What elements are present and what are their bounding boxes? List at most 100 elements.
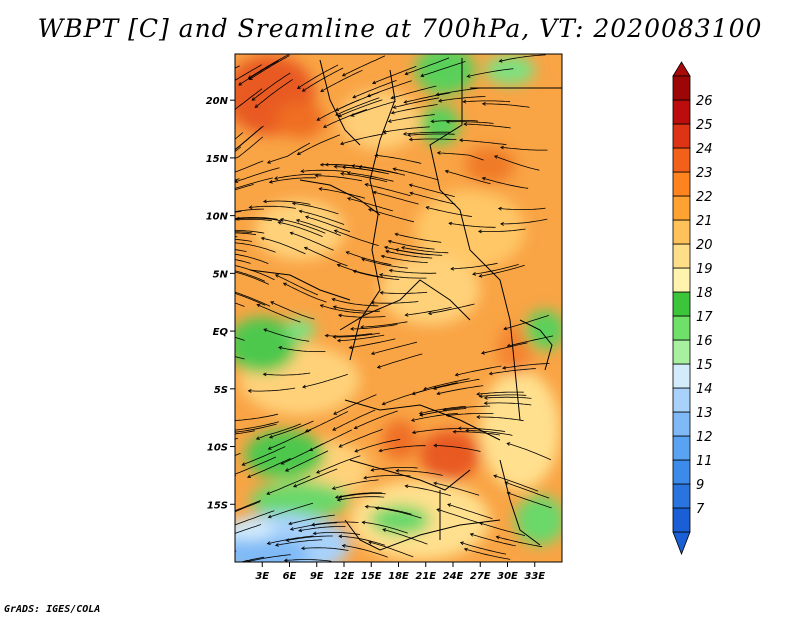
streamline [383,126,430,133]
streamline-arrow [498,58,503,63]
streamline [368,541,414,558]
streamline-arrow [385,249,390,254]
streamline [270,301,315,320]
streamline [431,120,479,122]
streamline [494,155,540,171]
streamline [235,336,245,341]
streamline [235,230,265,234]
streamline-arrow [346,171,351,175]
streamline [283,282,327,303]
colorbar-label: 21 [696,214,713,229]
streamline [332,298,379,307]
streamline-arrow [478,394,483,399]
colorbar-segment [672,123,691,149]
streamline [443,405,491,411]
streamline [235,524,262,534]
streamline [371,341,418,355]
streamline-arrow [392,167,397,172]
streamline-arrow [288,521,293,526]
streamline [367,80,412,97]
streamline [373,191,419,205]
streamline [301,547,349,551]
streamline-arrow [336,497,341,502]
streamline [311,521,359,526]
streamline [464,548,511,560]
streamline-arrow [445,119,450,124]
streamline-arrow [367,208,373,212]
streamline-arrow [352,269,357,274]
streamline-arrow [293,483,298,488]
colorbar-label: 25 [696,118,713,133]
streamline-arrow [506,442,511,446]
streamline-arrow [463,547,468,552]
lon-tick-label: 24E [443,571,464,582]
streamline-arrow [225,114,228,117]
streamline-arrow [394,248,400,252]
streamline [371,301,419,304]
lon-tick-label: 33E [524,571,545,582]
streamline-arrow [312,531,317,536]
streamline [235,253,269,264]
streamline [235,64,262,81]
streamline-arrow [200,166,203,169]
streamline [309,429,352,451]
streamline [340,133,387,145]
streamline [285,450,329,472]
streamline [333,306,380,312]
streamline-arrow [338,495,343,499]
streamline-arrow [427,311,432,316]
streamline [381,255,428,264]
streamline-arrow [217,515,220,518]
streamline-arrow [450,266,455,271]
streamline-arrow [476,415,480,419]
streamline-arrow [319,162,324,167]
streamline-arrow [220,176,223,179]
streamline [360,321,408,328]
streamline-arrow [332,427,337,431]
streamline [235,65,240,69]
colorbar: 7 9 11 12 13 14 15 16 17 18 19 20 21 22 23 24 25 26 [672,61,713,556]
streamline-arrow [361,257,366,262]
streamline [288,514,335,525]
streamline [423,378,470,390]
streamline-arrow [448,221,453,226]
streamline [340,173,388,183]
streamline [484,402,532,406]
streamline [239,556,265,562]
streamline-arrow [435,92,440,97]
streamline [302,67,344,92]
streamline-arrow [251,97,256,101]
streamline-arrow [278,346,283,350]
streamline-arrow [254,104,259,109]
streamline-arrow [255,436,260,440]
streamline [235,88,263,110]
streamline-arrow [221,85,224,88]
streamline [235,292,266,306]
streamline-arrow [457,426,462,431]
streamline-arrow [379,290,384,295]
streamline [235,184,254,191]
streamline [481,342,528,354]
streamline [419,408,467,416]
plot-title: WBPT [C] and Sreamline at 700hPa, VT: 20… [37,14,763,43]
streamline [323,109,368,128]
lon-tick-label: 21E [415,571,436,582]
streamline-arrow [341,165,346,170]
streamline-arrow [363,475,368,480]
streamline [484,396,532,399]
streamline-arrow [469,532,474,537]
streamline [280,218,326,234]
lat-tick-label: 10N [206,212,229,223]
streamline [235,430,255,435]
streamline [235,231,252,234]
streamline-arrow [410,418,415,422]
streamline-arrow [196,466,199,469]
colorbar-segment [672,387,691,413]
colorbar-label: 7 [696,502,705,517]
streamline [235,413,279,421]
streamline-arrow [430,119,435,124]
colorbar-label: 15 [696,358,713,373]
streamline [267,142,311,164]
streamline [371,467,418,471]
lon-tick-label: 27E [470,571,491,582]
